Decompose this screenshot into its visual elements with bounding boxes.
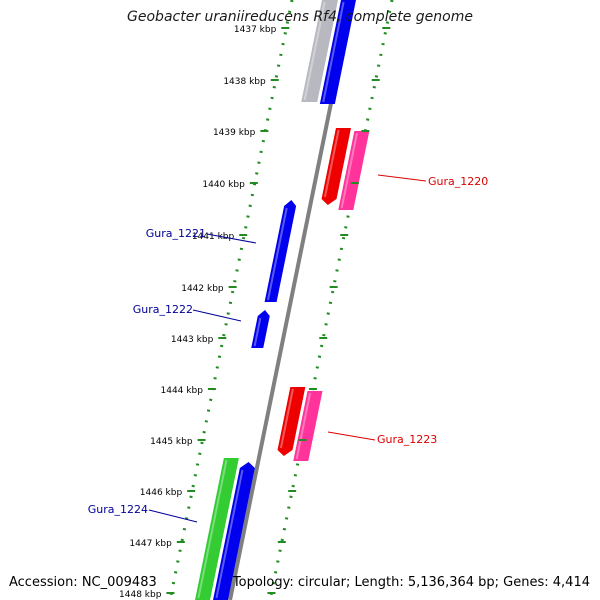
tick-label: 1442 kbp [181, 284, 224, 294]
gene-gura-1220-a-shine [323, 129, 340, 198]
gene-label[interactable]: Gura_1222 [133, 303, 193, 316]
gene-gura-1222-shine [253, 317, 262, 347]
genome-summary-text: Topology: circular; Length: 5,136,364 bp… [232, 575, 590, 590]
tick-label: 1441 kbp [192, 232, 235, 242]
tick-label: 1447 kbp [129, 539, 172, 549]
gene-label-layer: Gura_1220 Gura_1221 Gura_1222 Gura_1223 Gura… [88, 174, 488, 523]
forward-cds-top-shine [322, 1, 345, 103]
gene-label-leader [377, 174, 427, 182]
forward-cds-top [319, 0, 356, 104]
gene-gura-1223-b-shine [295, 392, 312, 460]
tick-label: 1444 kbp [161, 386, 204, 396]
gene-gura-1221 [264, 200, 297, 302]
gene-gura-1221-shine [267, 207, 288, 301]
gene-gura-1220-a [321, 128, 351, 205]
gene-label-leader [327, 431, 376, 441]
tick-label: 1445 kbp [150, 437, 193, 447]
tick-label: 1443 kbp [171, 335, 214, 345]
tick-label: 1448 kbp [119, 590, 162, 600]
gene-gura-1224-shine [215, 469, 244, 599]
tick-label: 1440 kbp [202, 180, 245, 190]
gene-label-leader [192, 309, 242, 322]
tick-layer: 1437 kbp 1438 kbp 1439 kbp 1440 kbp 1441 kbp… [119, 25, 391, 600]
gene-gura-1224-rna-shine [197, 459, 228, 599]
gene-label[interactable]: Gura_1223 [377, 433, 437, 446]
gene-gura-1223-a [277, 387, 306, 456]
gene-label[interactable]: Gura_1221 [146, 227, 206, 240]
gene-gura-1220-b-shine [340, 132, 358, 209]
dotted-rings [168, 0, 394, 600]
gene-gura-1224-rna [195, 458, 239, 600]
gene-gura-1223-a-shine [279, 388, 294, 449]
gene-gura-1222 [251, 310, 270, 348]
tick-label: 1439 kbp [213, 128, 256, 138]
gene-gura-1224 [213, 462, 255, 600]
accession-text: Accession: NC_009483 [9, 575, 157, 590]
gene-label[interactable]: Gura_1224 [88, 503, 148, 516]
tick-label: 1438 kbp [223, 77, 266, 87]
features-layer [195, 0, 370, 600]
gene-gura-1223-b [293, 391, 323, 461]
gene-label[interactable]: Gura_1220 [428, 175, 488, 188]
gene-label-leader [148, 509, 198, 523]
gene-gura-1220-b [338, 131, 370, 210]
grey-feature [301, 0, 338, 102]
gene-label-leader [206, 233, 257, 244]
tick-label: 1437 kbp [234, 25, 277, 35]
map-title: Geobacter uraniireducens Rf4, complete g… [127, 9, 473, 25]
tick-label: 1446 kbp [140, 488, 183, 498]
grey-feature-shine [303, 1, 326, 101]
